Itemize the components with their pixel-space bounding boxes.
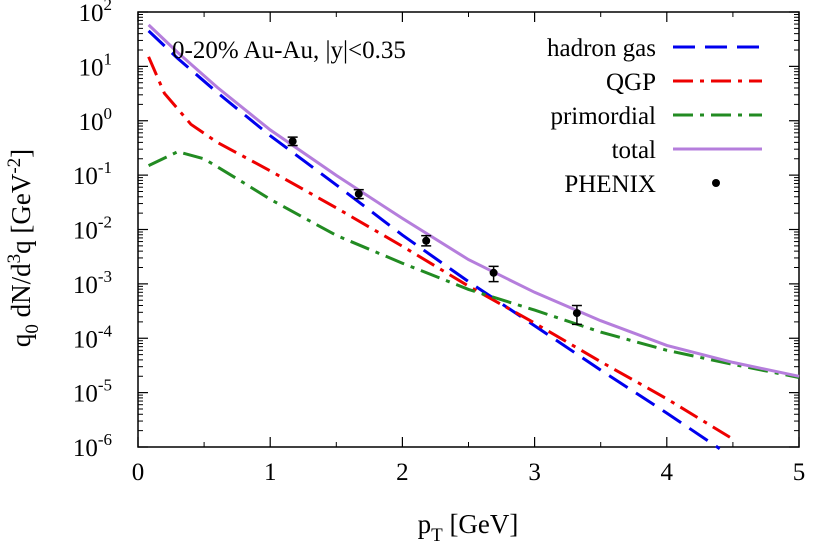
y-axis-title-p4: q [GeV (6, 173, 36, 254)
x-tick-label-5: 5 (793, 459, 806, 486)
y-tick-label-base: 10 (73, 435, 98, 462)
y-tick-label-base: 10 (73, 326, 98, 353)
legend-label-primordial: primordial (550, 103, 656, 130)
legend: hadron gas QGP primordial total PHENIX (547, 35, 762, 198)
tick-marks (137, 11, 800, 448)
y-tick-label-exp: -2 (98, 213, 112, 232)
legend-label-hadron-gas: hadron gas (547, 35, 656, 62)
x-tick-label-0: 0 (132, 459, 145, 486)
y-axis-title-p3: 3 (4, 254, 25, 264)
phenix-points (287, 136, 582, 326)
y-axis-title-p6: ] (6, 149, 36, 158)
x-axis-title-sub: T (431, 525, 443, 546)
y-tick-label-2: 10-4 (73, 321, 113, 353)
series-lines (147, 23, 800, 450)
y-tick-label-0: 10-6 (73, 430, 112, 462)
legend-label-QGP: QGP (606, 69, 656, 96)
x-tick-label-1: 1 (264, 459, 277, 486)
x-tick-label-2: 2 (396, 459, 409, 486)
phenix-point (288, 137, 297, 146)
y-tick-label-base: 10 (73, 272, 98, 299)
x-axis-title-base: p (418, 509, 432, 539)
y-axis-title-p0: q (6, 333, 36, 347)
y-tick-label-8: 102 (79, 0, 113, 27)
y-tick-label-5: 10-1 (73, 158, 112, 190)
legend-swatch-PHENIX (712, 179, 720, 187)
x-axis-title: pT [GeV] (418, 509, 519, 546)
y-tick-label-base: 10 (73, 218, 98, 245)
y-tick-label-exp: -5 (98, 376, 112, 395)
x-tick-label-3: 3 (528, 459, 541, 486)
y-tick-label-1: 10-5 (73, 376, 112, 408)
y-tick-label-exp: -1 (98, 158, 112, 177)
y-tick-label-base: 10 (79, 54, 104, 81)
legend-label-PHENIX: PHENIX (564, 171, 656, 198)
y-tick-label-base: 10 (79, 109, 104, 136)
y-tick-label-base: 10 (79, 0, 104, 27)
y-axis-title-p2: dN/d (6, 263, 36, 324)
y-tick-label-exp: -3 (98, 267, 112, 286)
y-tick-label-6: 100 (79, 104, 113, 136)
y-axis-title-p5: -2 (4, 158, 25, 174)
chart-annotation: 0-20% Au-Au, |y|<0.35 (172, 37, 406, 64)
y-tick-label-exp: 2 (104, 0, 113, 14)
series-line-total (147, 23, 800, 378)
x-tick-label-4: 4 (661, 459, 674, 486)
plot-frame (137, 11, 800, 448)
y-tick-label-4: 10-2 (73, 213, 112, 245)
legend-label-total: total (612, 137, 656, 164)
x-axis-title-rest: [GeV] (443, 509, 519, 539)
y-tick-label-exp: -4 (98, 321, 113, 340)
y-tick-label-exp: 0 (104, 104, 113, 123)
phenix-point (489, 268, 498, 277)
y-axis-title: q0 dN/d3q [GeV-2] (4, 149, 43, 347)
y-tick-label-3: 10-3 (73, 267, 112, 299)
phenix-point (422, 236, 431, 245)
y-tick-label-7: 101 (79, 49, 113, 81)
y-tick-label-base: 10 (73, 381, 98, 408)
series-line-primordial (147, 150, 800, 379)
y-axis-title-p1: 0 (22, 324, 43, 334)
y-tick-label-exp: -6 (98, 430, 112, 449)
phenix-point (572, 309, 581, 318)
phenix-point (354, 189, 363, 198)
y-tick-label-base: 10 (73, 163, 98, 190)
y-tick-label-exp: 1 (104, 49, 113, 68)
series-line-hadron-gas (147, 29, 721, 450)
